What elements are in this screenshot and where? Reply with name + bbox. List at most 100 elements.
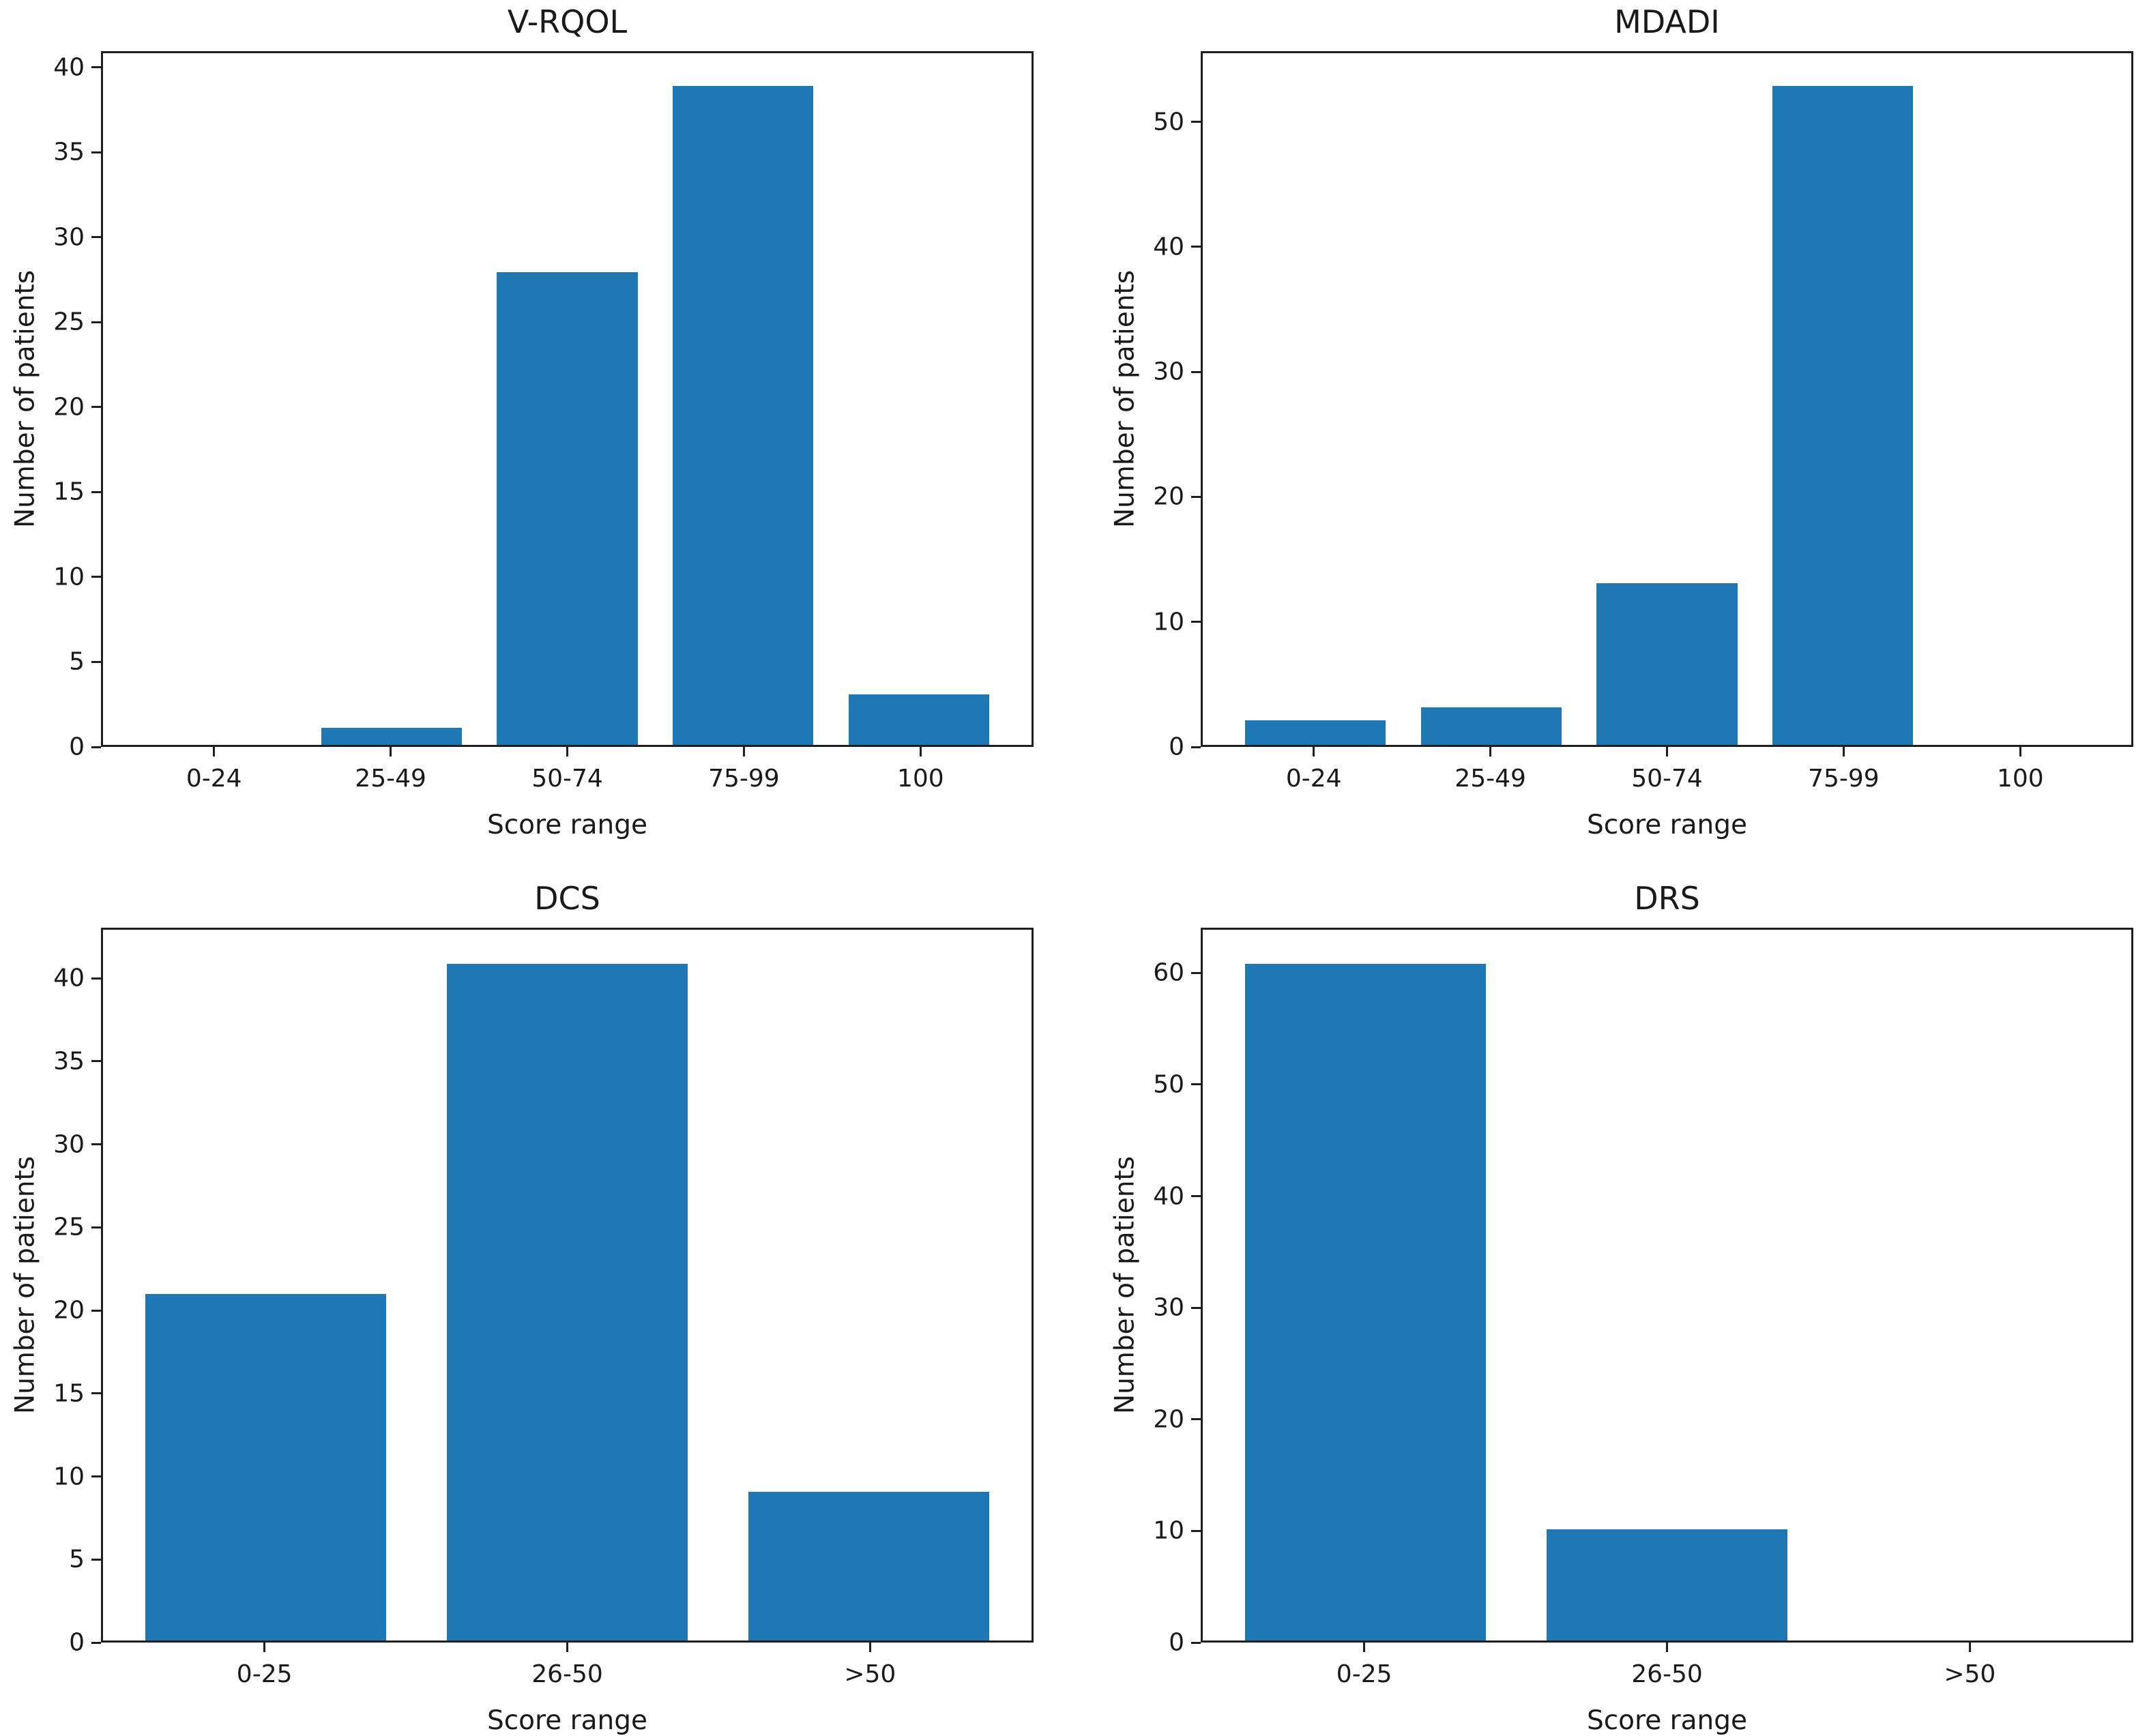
y-tick-label: 50 [1153, 1070, 1184, 1099]
y-tick-label: 20 [53, 393, 85, 422]
subplot-mdadi: MDADI Number of patients Score range 0-2… [1110, 6, 2133, 840]
y-tick-label: 20 [1153, 1405, 1184, 1434]
bar-25-49 [321, 728, 462, 745]
y-tick-label: 10 [1153, 1516, 1184, 1545]
y-axis-label: Number of patients [1109, 1156, 1141, 1415]
y-tick-mark [1191, 370, 1201, 373]
x-tick-label: 26-50 [1631, 1660, 1703, 1688]
x-tick-mark [1666, 747, 1668, 756]
x-tick-mark [566, 1643, 568, 1652]
plot-area [101, 928, 1034, 1643]
y-tick-label: 0 [1169, 733, 1184, 761]
y-tick-mark [1191, 121, 1201, 123]
plot-area [1201, 928, 2133, 1643]
y-tick-label: 5 [69, 1545, 85, 1574]
y-tick-label: 60 [1153, 958, 1184, 987]
y-tick-mark [91, 406, 101, 409]
x-tick-label: >50 [1944, 1660, 1996, 1688]
y-axis-label: Number of patients [10, 1156, 41, 1415]
chart-title: DRS [1634, 880, 1700, 917]
x-tick-label: 0-24 [186, 765, 242, 793]
x-tick-mark [742, 747, 745, 756]
y-tick-label: 10 [53, 563, 85, 591]
subplot-vrqol: V-RQOL Number of patients Score range 0-… [10, 6, 1034, 840]
y-tick-mark [91, 321, 101, 323]
subplot-drs: DRS Number of patients Score range 0-25 2… [1110, 883, 2133, 1736]
y-tick-mark [91, 490, 101, 493]
y-tick-label: 25 [53, 1213, 85, 1241]
y-tick-mark [1191, 1641, 1201, 1644]
y-tick-mark [91, 66, 101, 69]
y-tick-label: 25 [53, 308, 85, 336]
y-tick-label: 40 [1153, 233, 1184, 261]
y-tick-label: 30 [1153, 1293, 1184, 1322]
y-tick-label: 40 [1153, 1182, 1184, 1210]
y-tick-mark [91, 1226, 101, 1229]
y-tick-label: 0 [69, 1628, 85, 1657]
x-tick-mark [566, 747, 568, 756]
y-tick-mark [1191, 746, 1201, 748]
y-tick-label: 40 [53, 964, 85, 992]
bar-50-74 [497, 271, 638, 745]
x-tick-label: 26-50 [531, 1660, 603, 1688]
x-tick-label: 25-49 [1454, 765, 1526, 793]
x-tick-label: 50-74 [531, 765, 603, 793]
x-tick-label: 75-99 [1808, 765, 1880, 793]
bar-100 [848, 694, 990, 745]
y-tick-label: 0 [69, 733, 85, 761]
bar-0-24 [1244, 720, 1386, 745]
x-tick-label: 25-49 [355, 765, 426, 793]
x-tick-label: 100 [896, 765, 944, 793]
bar-26-50 [1546, 1529, 1788, 1641]
y-tick-mark [1191, 1306, 1201, 1309]
bar-75-99 [1772, 86, 1914, 745]
x-tick-mark [1363, 1643, 1366, 1652]
y-tick-mark [91, 1392, 101, 1395]
y-tick-label: 5 [69, 647, 85, 676]
x-tick-mark [390, 747, 392, 756]
y-tick-mark [1191, 1195, 1201, 1197]
y-tick-label: 20 [1153, 482, 1184, 511]
y-tick-mark [91, 977, 101, 980]
x-tick-mark [1666, 1643, 1668, 1652]
y-tick-mark [1191, 1083, 1201, 1086]
chart-title: DCS [534, 880, 600, 917]
x-tick-label: 0-25 [236, 1660, 293, 1688]
y-tick-label: 30 [53, 1130, 85, 1159]
y-tick-label: 30 [1153, 357, 1184, 386]
x-axis-label: Score range [486, 1705, 648, 1736]
x-tick-mark [1489, 747, 1492, 756]
y-tick-mark [91, 1143, 101, 1146]
x-tick-label: 100 [1996, 765, 2044, 793]
y-tick-mark [91, 1641, 101, 1644]
bar-0-25 [1244, 963, 1487, 1641]
y-tick-mark [91, 746, 101, 748]
x-tick-label: >50 [844, 1660, 896, 1688]
y-tick-mark [1191, 246, 1201, 248]
y-tick-label: 20 [53, 1296, 85, 1325]
y-tick-mark [1191, 971, 1201, 974]
y-tick-mark [91, 1475, 101, 1478]
y-tick-label: 0 [1169, 1628, 1184, 1657]
x-tick-label: 50-74 [1631, 765, 1703, 793]
y-tick-label: 40 [53, 53, 85, 82]
x-tick-label: 0-25 [1336, 1660, 1392, 1688]
y-tick-label: 35 [53, 138, 85, 166]
y-tick-label: 30 [53, 223, 85, 252]
bar-75-99 [673, 86, 814, 745]
y-tick-label: 15 [53, 477, 85, 506]
y-tick-mark [1191, 1418, 1201, 1421]
bar->50 [748, 1492, 990, 1641]
y-axis-label: Number of patients [1109, 269, 1141, 529]
y-tick-mark [1191, 621, 1201, 623]
x-tick-mark [263, 1643, 266, 1652]
subplot-dcs: DCS Number of patients Score range 0-25 2… [10, 883, 1034, 1736]
bar-26-50 [446, 963, 688, 1641]
y-axis-label: Number of patients [10, 269, 41, 529]
y-tick-mark [91, 1309, 101, 1312]
y-tick-mark [91, 1558, 101, 1561]
x-tick-mark [868, 1643, 871, 1652]
y-tick-label: 10 [1153, 608, 1184, 636]
y-tick-mark [1191, 1529, 1201, 1532]
plot-area [101, 51, 1034, 747]
